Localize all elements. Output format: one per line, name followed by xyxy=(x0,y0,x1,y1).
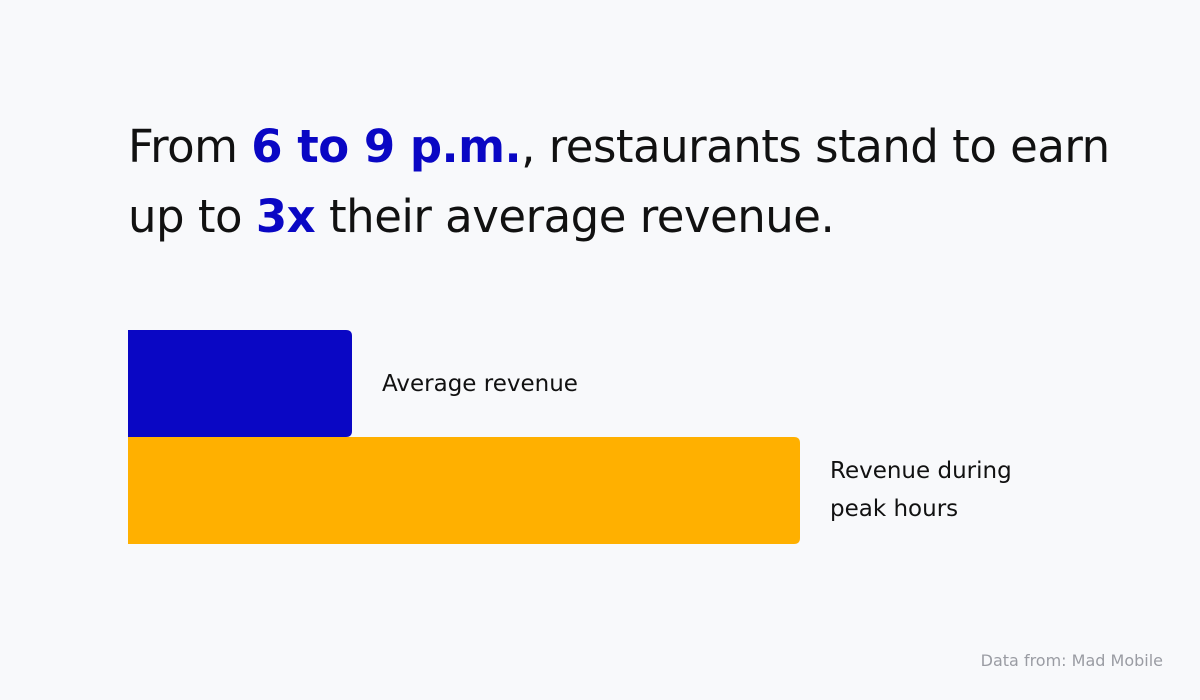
bar-label-peak-revenue: Revenue during peak hours xyxy=(830,458,1012,522)
headline-text-3: their average revenue. xyxy=(315,190,835,243)
headline: From 6 to 9 p.m., restaurants stand to e… xyxy=(128,112,1128,252)
headline-highlight-time: 6 to 9 p.m. xyxy=(251,120,522,173)
headline-highlight-multiplier: 3x xyxy=(255,190,316,243)
headline-text-1: From xyxy=(128,120,252,173)
data-source-note: Data from: Mad Mobile xyxy=(980,651,1163,670)
headline-text-2: , restaurants stand to earn up to xyxy=(128,120,1110,243)
bar-peak-revenue xyxy=(128,437,800,544)
bar-label-average-revenue: Average revenue xyxy=(382,370,578,397)
bar-average-revenue xyxy=(128,330,352,437)
